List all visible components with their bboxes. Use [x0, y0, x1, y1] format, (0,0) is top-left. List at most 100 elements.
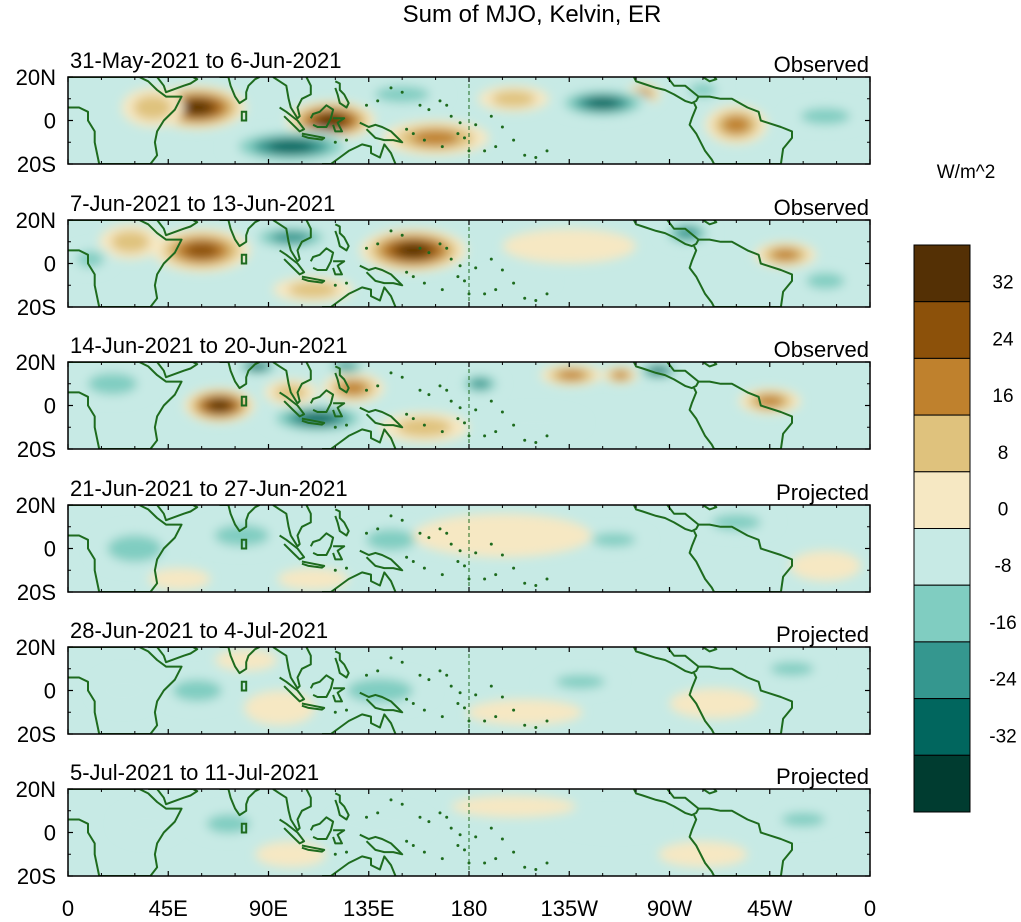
coastline-java	[301, 275, 326, 284]
island-dot	[534, 299, 538, 302]
panel-date-range: 7-Jun-2021 to 13-Jun-2021	[70, 191, 335, 216]
chart-title: Sum of MJO, Kelvin, ER	[403, 1, 662, 28]
positive-anomaly-blob	[339, 381, 368, 395]
island-dot	[438, 669, 442, 673]
island-dot	[422, 708, 426, 712]
island-dot	[512, 850, 516, 854]
coastline-australia	[322, 428, 397, 449]
positive-anomaly-blob	[722, 116, 751, 134]
negative-anomaly-blob	[781, 812, 826, 827]
island-dot	[422, 566, 426, 570]
x-axis: 0 45E 90E 135E 180 135W 90W 45W 0	[62, 896, 876, 921]
island-dot	[494, 573, 498, 577]
island-dot	[463, 279, 466, 283]
negative-anomaly-blob	[770, 662, 814, 676]
island-dot	[458, 121, 462, 125]
colorbar-tick-label: 32	[992, 273, 1013, 294]
anomaly-field	[92, 649, 828, 726]
colorbar-swatch	[913, 641, 971, 700]
island-dot	[333, 568, 337, 572]
y-tick-label: 20N	[16, 65, 56, 90]
coastline-sulawesi	[332, 117, 346, 133]
land-outlines	[68, 647, 793, 734]
island-dot	[418, 815, 422, 819]
coastline-africa	[68, 220, 183, 307]
map-panel: 20N 0 20S 31-May-2021 to 6-Jun-2021 Observed	[16, 48, 871, 177]
coastline-africa	[68, 505, 183, 592]
island-dot	[545, 434, 549, 438]
island-dot	[389, 656, 393, 660]
island-dot	[456, 132, 460, 136]
island-dot	[365, 246, 368, 250]
y-tick-label: 20N	[16, 350, 56, 375]
x-tick-label: 180	[451, 896, 488, 921]
island-dot	[411, 560, 415, 563]
island-dot	[474, 693, 478, 697]
island-dot	[405, 127, 409, 131]
negative-anomaly-blob	[206, 814, 251, 834]
coastline-india	[219, 362, 261, 390]
island-dot	[418, 531, 422, 535]
sri-lanka-box	[240, 253, 248, 265]
panel-date-range: 31-May-2021 to 6-Jun-2021	[70, 48, 342, 73]
island-dot	[512, 708, 516, 712]
island-dot	[463, 848, 466, 852]
x-tick-label: 90E	[249, 896, 288, 921]
island-dot	[418, 388, 422, 392]
island-dot	[483, 149, 487, 153]
island-dot	[512, 423, 516, 427]
negative-anomaly-blob	[114, 806, 178, 842]
positive-anomaly-blob	[789, 550, 862, 582]
island-dot	[463, 136, 466, 140]
island-dot	[376, 527, 380, 531]
island-dot	[483, 861, 487, 865]
coastline-sumatra	[279, 534, 306, 561]
island-dot	[389, 514, 393, 518]
y-tick-label: 20S	[17, 437, 56, 462]
coastline-centralam	[633, 220, 700, 248]
coastline-australia	[322, 143, 397, 164]
island-dot	[445, 103, 449, 107]
island-dot	[418, 246, 422, 250]
positive-anomaly-blob	[658, 841, 748, 868]
island-dot	[365, 673, 368, 677]
island-dot	[400, 660, 404, 664]
coastline-indochina	[272, 789, 312, 832]
island-dot	[449, 826, 453, 830]
positive-anomaly-blob	[466, 699, 583, 726]
coastline-philippines	[334, 223, 350, 252]
coastline-southam	[688, 380, 793, 449]
island-dot	[534, 868, 538, 871]
island-dot	[489, 542, 493, 546]
island-dot	[445, 388, 449, 392]
y-tick-label: 20N	[16, 777, 56, 802]
colorbar-tick-label: -24	[989, 670, 1017, 691]
coastline-caribbean	[702, 647, 718, 653]
positive-anomaly-blob	[557, 370, 586, 380]
island-dot	[489, 114, 493, 118]
coastline-southam	[688, 665, 793, 734]
island-dot	[534, 726, 538, 729]
coastline-sulawesi	[332, 545, 346, 561]
island-dot	[458, 406, 462, 410]
panel-status-label: Observed	[774, 337, 869, 362]
coastline-africa	[68, 77, 183, 164]
negative-anomaly-blob	[689, 83, 717, 97]
island-dot	[500, 837, 504, 841]
island-dot	[483, 577, 487, 581]
positive-anomaly-blob	[771, 249, 800, 261]
y-tick-label: 20N	[16, 493, 56, 518]
island-dot	[440, 145, 444, 149]
coastline-africa	[68, 789, 183, 876]
coastline-indochina	[272, 647, 312, 690]
negative-anomaly-blob	[711, 514, 761, 531]
coastline-india	[219, 77, 261, 105]
positive-anomaly-blob	[184, 242, 219, 258]
island-dot	[445, 815, 449, 819]
positive-anomaly-blob	[669, 688, 759, 719]
colorbar-swatch	[913, 698, 971, 756]
negative-anomaly-blob	[330, 806, 429, 842]
panel-status-label: Projected	[776, 622, 869, 647]
negative-anomaly-blob	[214, 524, 270, 547]
colorbar-tick-label: -32	[989, 726, 1016, 747]
